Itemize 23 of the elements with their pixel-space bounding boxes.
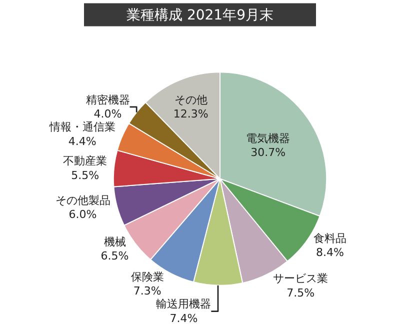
slice-label: 機械 [104, 235, 126, 248]
slice-label: その他製品 [55, 194, 110, 207]
data-label: 6.0% [68, 208, 97, 222]
slice-label: サービス業 [273, 272, 328, 286]
data-label: 4.0% [94, 108, 122, 121]
data-label: 30.7% [250, 146, 286, 160]
slice-label: 不動産業 [63, 154, 108, 168]
data-label: 5.5% [71, 168, 100, 182]
slice-label: 精密機器 [86, 93, 130, 106]
data-label: 7.4% [170, 312, 198, 325]
data-label: 8.4% [316, 246, 344, 260]
slice-label: 情報・通信業 [48, 120, 116, 134]
data-label: 6.5% [100, 250, 129, 263]
slice-label: その他 [174, 93, 208, 106]
slice-label: 輸送用機器 [156, 298, 212, 311]
slice-label: 電気機器 [246, 132, 290, 145]
data-label: 7.5% [286, 286, 315, 300]
data-label: 7.3% [133, 284, 162, 298]
slice-label: 保険業 [130, 270, 164, 284]
chart-title: 業種構成 2021年9月末 [126, 8, 274, 24]
data-label: 4.4% [68, 134, 96, 148]
slice-label: 食料品 [313, 232, 346, 245]
data-label: 12.3% [173, 108, 208, 121]
